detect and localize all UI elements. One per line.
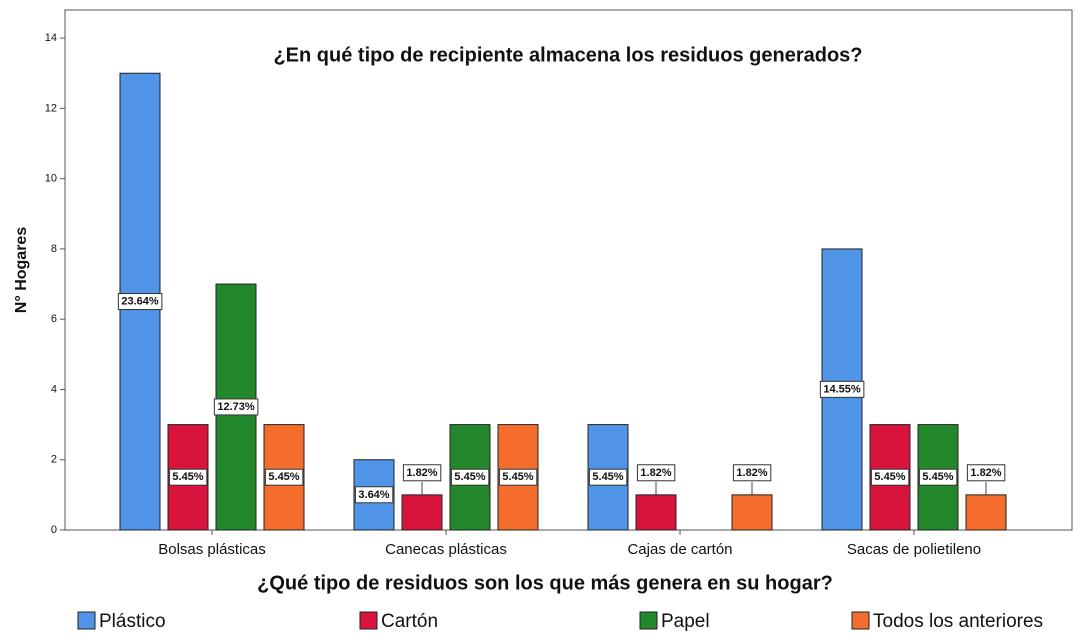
x-tick-label: Cajas de cartón: [627, 541, 732, 558]
data-label: 23.64%: [121, 296, 159, 308]
data-label-box: [870, 468, 910, 486]
legend-label: Papel: [661, 611, 710, 632]
data-label-box: [966, 464, 1006, 482]
legend-label: Plástico: [99, 611, 166, 632]
data-label-box: [168, 468, 208, 486]
y-tick-label: 2: [51, 454, 57, 466]
data-label: 5.45%: [922, 471, 953, 483]
data-label: 5.45%: [502, 471, 533, 483]
data-label-box: [354, 486, 394, 504]
y-axis-title: N° Hogares: [13, 227, 30, 314]
y-tick-label: 12: [45, 102, 57, 114]
data-label: 1.82%: [640, 467, 671, 479]
bar: [731, 494, 773, 531]
x-tick-label: Bolsas plásticas: [158, 541, 266, 558]
legend-swatch: [359, 611, 378, 630]
y-tick-label: 8: [51, 243, 57, 255]
legend-label: Todos los anteriores: [873, 611, 1043, 632]
data-label: 12.73%: [217, 401, 255, 413]
bar: [965, 494, 1007, 531]
data-label: 5.45%: [454, 471, 485, 483]
data-label: 14.55%: [823, 383, 861, 395]
data-label-box: [819, 380, 865, 398]
legend-swatch: [77, 611, 96, 630]
y-tick-label: 4: [51, 383, 57, 395]
data-label: 5.45%: [268, 471, 299, 483]
legend-label: Cartón: [381, 611, 438, 632]
data-label: 1.82%: [970, 467, 1001, 479]
y-tick-label: 6: [51, 313, 57, 325]
bar: [401, 494, 443, 531]
data-label-box: [264, 468, 304, 486]
data-label-box: [450, 468, 490, 486]
data-label-box: [732, 464, 772, 482]
bar: [635, 494, 677, 531]
data-label-box: [918, 468, 958, 486]
x-tick-label: Canecas plásticas: [385, 541, 507, 558]
data-label-box: [498, 468, 538, 486]
data-label: 5.45%: [874, 471, 905, 483]
data-label-box: [117, 293, 163, 311]
data-label-box: [588, 468, 628, 486]
data-label: 5.45%: [172, 471, 203, 483]
x-tick-label: Sacas de polietileno: [847, 541, 981, 558]
chart-title: ¿En qué tipo de recipiente almacena los …: [273, 44, 862, 66]
plot-frame: [64, 9, 1073, 531]
data-label: 5.45%: [592, 471, 623, 483]
legend-swatch: [639, 611, 658, 630]
data-label: 1.82%: [406, 467, 437, 479]
data-label: 1.82%: [736, 467, 767, 479]
y-tick-label: 10: [45, 173, 57, 185]
x-axis-title: ¿Qué tipo de residuos son los que más ge…: [257, 572, 833, 594]
data-label-box: [402, 464, 442, 482]
data-label-box: [636, 464, 676, 482]
y-tick-label: 0: [51, 524, 57, 536]
data-label: 3.64%: [358, 489, 389, 501]
data-label-box: [213, 398, 259, 416]
y-tick-label: 14: [45, 32, 57, 44]
legend-swatch: [851, 611, 870, 630]
